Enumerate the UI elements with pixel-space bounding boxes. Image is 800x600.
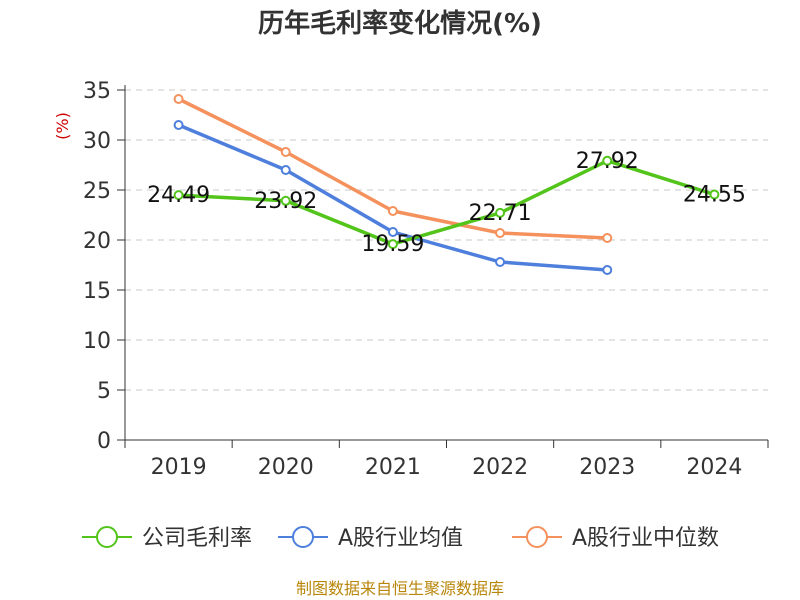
legend[interactable]: 公司毛利率 A股行业均值 A股行业中位数 (82, 526, 719, 551)
series-lines (173, 94, 720, 275)
data-labels: 24.49 23.92 19.59 22.71 27.92 24.55 (147, 149, 746, 257)
x-tick-label: 2020 (258, 455, 314, 480)
data-point-series-2 (280, 147, 291, 157)
data-label: 27.92 (576, 149, 639, 174)
data-point-series-2 (387, 206, 398, 216)
data-point-series-1 (387, 227, 398, 237)
data-point-series-1 (602, 265, 613, 275)
y-tick-label: 15 (83, 279, 111, 304)
y-tick-label: 10 (83, 329, 111, 354)
x-tick-label: 2024 (686, 455, 742, 480)
x-tick-label: 2019 (151, 455, 207, 480)
data-point-series-0 (173, 190, 184, 201)
data-label: 24.55 (683, 183, 746, 208)
data-point-series-0 (709, 189, 720, 200)
source-note: 制图数据来自恒生聚源数据库 (296, 579, 504, 598)
y-axis-unit-label: (%) (53, 112, 72, 140)
data-label: 24.49 (147, 183, 210, 208)
legend-marker (96, 526, 118, 548)
data-point-series-2 (602, 233, 613, 243)
data-label: 22.71 (469, 201, 532, 226)
y-tick-label: 25 (83, 179, 111, 204)
legend-item-0[interactable]: 公司毛利率 (82, 526, 252, 551)
y-tick-label: 35 (83, 79, 111, 104)
data-point-series-1 (495, 257, 506, 267)
axes: 0 5 10 15 20 25 30 35 2019 2020 2021 2022 2023 2024 (83, 79, 769, 480)
data-point-series-0 (280, 195, 291, 206)
series-line-0 (176, 159, 717, 246)
series-line-2 (176, 97, 610, 240)
legend-label: A股行业中位数 (572, 526, 719, 551)
data-point-series-0 (602, 155, 613, 166)
y-tick-label: 5 (97, 379, 111, 404)
legend-label: 公司毛利率 (142, 526, 252, 551)
data-point-series-0 (387, 239, 398, 250)
data-label: 19.59 (361, 232, 424, 257)
y-tick-label: 0 (97, 429, 111, 454)
data-point-series-1 (280, 165, 291, 175)
grid-lines (125, 89, 768, 391)
legend-marker (292, 526, 314, 548)
legend-marker (526, 526, 548, 548)
legend-label: A股行业均值 (338, 526, 463, 551)
data-point-series-0 (495, 207, 506, 218)
x-tick-label: 2021 (365, 455, 421, 480)
y-tick-label: 20 (83, 229, 111, 254)
chart-title: 历年毛利率变化情况(%) (258, 8, 542, 39)
legend-item-2[interactable]: A股行业中位数 (512, 526, 719, 551)
legend-item-1[interactable]: A股行业均值 (278, 526, 463, 551)
data-point-series-2 (173, 94, 184, 104)
x-tick-label: 2022 (472, 455, 528, 480)
data-point-series-2 (495, 228, 506, 238)
data-point-series-1 (173, 120, 184, 130)
x-tick-label: 2023 (579, 455, 635, 480)
data-label: 23.92 (254, 189, 317, 214)
y-tick-label: 30 (83, 129, 111, 154)
